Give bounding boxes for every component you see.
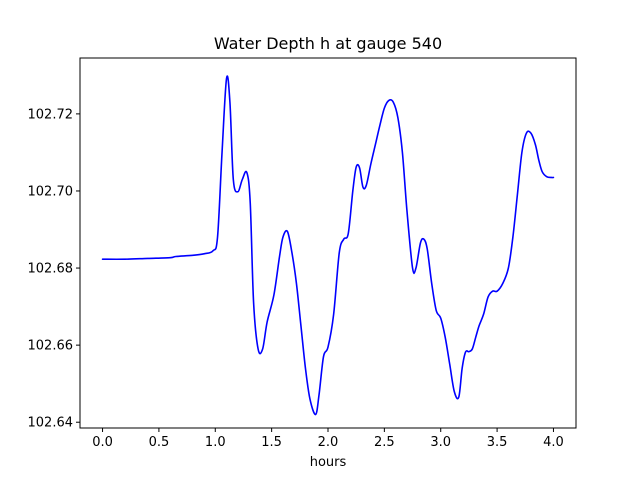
y-tick-label: 102.70 <box>28 184 74 199</box>
plot-area <box>101 75 555 416</box>
axes-frame <box>79 57 577 429</box>
y-tick-label: 102.68 <box>28 262 74 277</box>
x-tick-label: 3.5 <box>487 435 508 450</box>
chart-title: Water Depth h at gauge 540 <box>214 34 442 53</box>
x-tick-label: 1.5 <box>261 435 282 450</box>
y-axis: 102.64 102.66 102.68 102.70 102.72 <box>28 107 80 431</box>
x-tick-label: 2.5 <box>374 435 395 450</box>
x-tick-label: 2.0 <box>318 435 339 450</box>
x-tick-label: 3.0 <box>430 435 451 450</box>
y-tick-label: 102.72 <box>28 107 74 122</box>
x-tick-label: 0.0 <box>92 435 113 450</box>
x-axis-label: hours <box>310 455 347 470</box>
x-axis: 0.0 0.5 1.0 1.5 2.0 2.5 3.0 3.5 4.0 <box>92 428 564 450</box>
series-line <box>101 75 555 416</box>
x-tick-label: 1.0 <box>205 435 226 450</box>
x-tick-label: 0.5 <box>149 435 170 450</box>
y-tick-label: 102.64 <box>28 416 74 431</box>
y-tick-label: 102.66 <box>28 339 74 354</box>
x-tick-label: 4.0 <box>543 435 564 450</box>
